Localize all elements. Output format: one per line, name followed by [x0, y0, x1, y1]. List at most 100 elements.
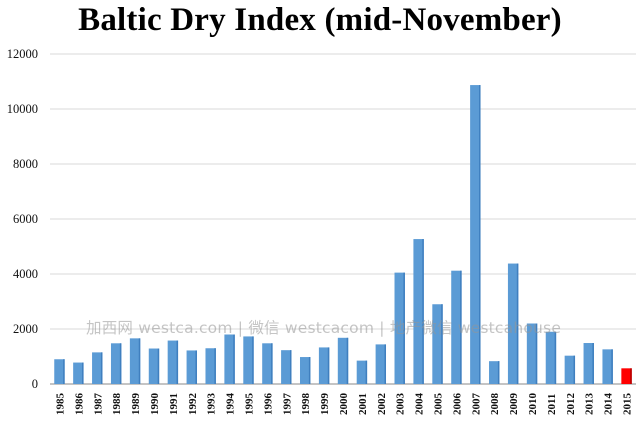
bar-2001 — [356, 360, 368, 384]
x-tick-label: 1991 — [168, 393, 180, 415]
bar-1991 — [167, 340, 179, 384]
bar-edge-1986 — [82, 362, 84, 384]
x-tick-label: 2002 — [376, 393, 388, 416]
x-tick-label: 1989 — [130, 393, 142, 416]
x-tick-label: 1985 — [54, 393, 66, 416]
bar-edge-2003 — [403, 272, 405, 384]
bar-edge-1990 — [157, 348, 160, 384]
x-tick-label: 1996 — [262, 393, 274, 416]
x-tick-label: 2007 — [470, 393, 482, 416]
chart-title: Baltic Dry Index (mid-November) — [78, 2, 562, 38]
bar-1987 — [92, 352, 103, 384]
x-tick-label: 2001 — [357, 393, 369, 415]
bar-2005 — [432, 304, 443, 384]
x-tick-label: 1999 — [319, 393, 331, 416]
x-tick-label: 2009 — [508, 393, 520, 416]
x-tick-label: 2013 — [584, 393, 596, 416]
bar-1986 — [73, 362, 84, 384]
bar-edge-2001 — [365, 360, 368, 384]
bar-edge-2010 — [535, 323, 538, 384]
x-tick-label: 2015 — [622, 393, 634, 416]
bar-edge-2000 — [346, 337, 349, 384]
x-tick-label: 1994 — [225, 393, 237, 416]
x-tick-label: 1997 — [281, 393, 293, 416]
bar-edge-1992 — [195, 350, 197, 384]
x-tick-label: 1992 — [187, 393, 199, 416]
bar-2009 — [507, 263, 519, 384]
bar-2013 — [583, 343, 594, 384]
y-tick-label: 8000 — [13, 157, 38, 171]
bar-edge-2006 — [460, 270, 462, 384]
bar-1992 — [186, 350, 197, 384]
bar-edge-1994 — [233, 334, 235, 384]
y-tick-label: 2000 — [13, 322, 38, 336]
bar-edge-1997 — [289, 350, 292, 384]
bar-1989 — [129, 338, 141, 384]
bar-1990 — [148, 348, 160, 384]
bar-2000 — [337, 337, 349, 384]
x-tick-label: 2003 — [395, 393, 407, 416]
bar-edge-1987 — [100, 352, 103, 384]
x-tick-label: 2004 — [414, 393, 426, 416]
bar-edge-2015 — [630, 368, 632, 384]
bar-edge-2002 — [384, 344, 387, 384]
x-tick-label: 2014 — [603, 393, 615, 416]
y-tick-label: 0 — [32, 377, 38, 391]
y-tick-label: 12000 — [7, 47, 38, 61]
x-tick-label: 1986 — [73, 393, 85, 416]
bar-2014 — [602, 349, 613, 384]
x-tick-label: 2006 — [451, 393, 463, 416]
bar-edge-1998 — [308, 357, 311, 384]
bar-edge-1993 — [214, 348, 216, 384]
x-tick-label: 2011 — [546, 394, 558, 415]
bar-2003 — [394, 272, 405, 384]
bar-2002 — [375, 344, 387, 384]
x-tick-label: 1988 — [111, 393, 123, 416]
bar-1999 — [318, 347, 330, 384]
bar-edge-2012 — [573, 355, 576, 384]
bar-2011 — [545, 331, 557, 384]
bar-edge-1995 — [252, 336, 254, 384]
x-tick-label: 2012 — [565, 393, 577, 416]
y-tick-label: 10000 — [7, 102, 38, 116]
bar-2007 — [470, 85, 481, 384]
bar-edge-1985 — [63, 359, 65, 384]
bar-edge-2008 — [497, 361, 500, 384]
bar-2004 — [413, 239, 424, 384]
y-tick-label: 4000 — [13, 267, 38, 281]
bar-2006 — [451, 270, 462, 384]
x-tick-label: 2000 — [338, 393, 350, 416]
bar-2012 — [564, 355, 576, 384]
bar-edge-1991 — [176, 340, 179, 384]
bar-edge-2011 — [554, 331, 557, 384]
bar-edge-2005 — [441, 304, 443, 384]
bar-edge-1988 — [119, 343, 122, 384]
bar-1985 — [54, 359, 65, 384]
bar-1994 — [224, 334, 235, 384]
x-tick-label: 1987 — [92, 393, 104, 416]
x-tick-label: 1993 — [206, 393, 218, 416]
x-tick-label: 1998 — [300, 393, 312, 416]
x-tick-label: 1990 — [149, 393, 161, 416]
bar-edge-1999 — [327, 347, 330, 384]
bar-edge-2013 — [592, 343, 594, 384]
watermark-text: 加西网 westca.com | 微信 westcacom | 地产微信 wes… — [86, 319, 562, 337]
bar-edge-2009 — [516, 263, 519, 384]
bar-edge-2007 — [479, 85, 481, 384]
bar-1996 — [262, 343, 273, 384]
bar-1995 — [243, 336, 254, 384]
x-tick-label: 1995 — [243, 393, 255, 416]
bar-2008 — [489, 361, 500, 384]
x-tick-label: 2005 — [433, 393, 445, 416]
bar-1993 — [205, 348, 216, 384]
bar-2010 — [526, 323, 538, 384]
bar-1988 — [110, 343, 122, 384]
x-tick-label: 2010 — [527, 393, 539, 416]
bar-edge-1989 — [138, 338, 141, 384]
y-tick-label: 6000 — [13, 212, 38, 226]
bar-1997 — [281, 350, 292, 384]
bar-edge-1996 — [271, 343, 273, 384]
bar-edge-2014 — [611, 349, 613, 384]
